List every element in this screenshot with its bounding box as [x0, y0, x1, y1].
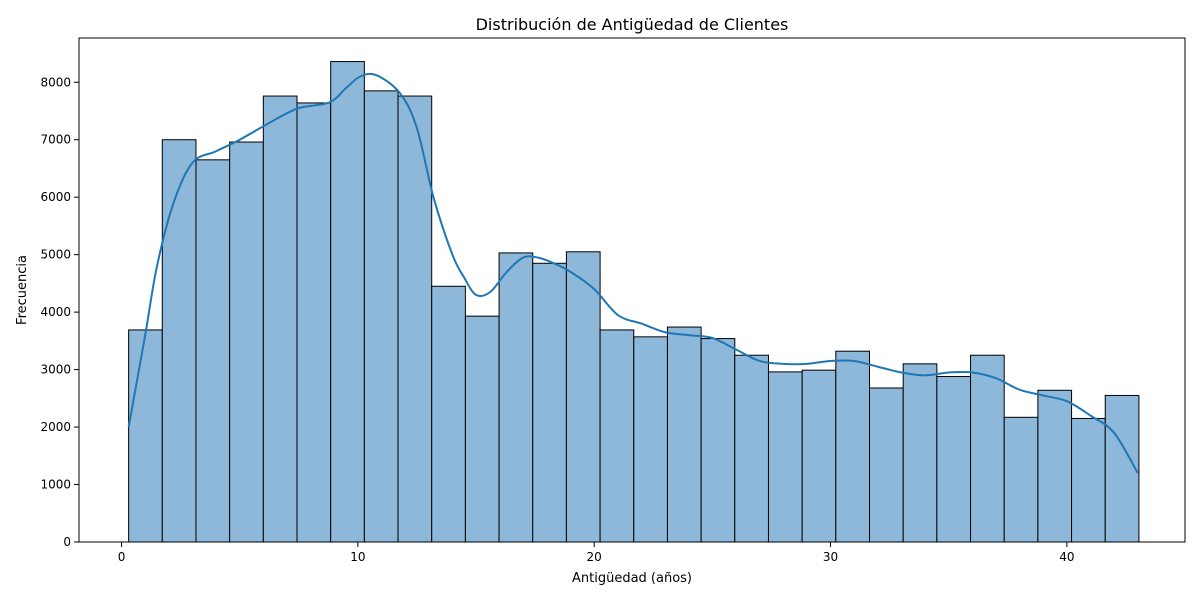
histogram-bar — [734, 354, 769, 543]
histogram-bar — [700, 338, 736, 543]
histogram-bar — [464, 315, 500, 543]
histogram-bar — [128, 329, 163, 543]
x-tick-label: 20 — [587, 550, 602, 564]
histogram-bar — [330, 61, 365, 543]
x-tick-label: 0 — [118, 550, 126, 564]
histogram-bar — [936, 375, 972, 543]
histogram-bar — [229, 141, 264, 543]
y-tick-label: 0 — [63, 535, 71, 549]
histogram-bar — [195, 159, 231, 543]
x-tick-label: 30 — [823, 550, 838, 564]
y-tick-label: 3000 — [40, 363, 71, 377]
histogram-bar — [767, 371, 803, 543]
y-axis-ticks: 0 1000 2000 3000 4000 5000 6000 7000 8000 — [40, 75, 79, 549]
histogram-bar — [666, 326, 702, 543]
y-tick-label: 2000 — [40, 420, 71, 434]
chart-title: Distribución de Antigüedad de Clientes — [476, 15, 789, 34]
histogram-bar — [161, 139, 197, 543]
y-tick-label: 8000 — [40, 75, 71, 89]
histogram-bar — [1003, 416, 1039, 543]
plot-frame — [78, 37, 1186, 543]
histogram-bar — [835, 350, 871, 543]
y-tick-label: 4000 — [40, 305, 71, 319]
y-tick-label: 7000 — [40, 133, 71, 147]
histogram-bar — [262, 95, 298, 543]
histogram-bar — [532, 262, 567, 543]
histogram-bar — [296, 102, 332, 543]
kde-line — [127, 72, 1139, 474]
histogram-bars — [128, 61, 1140, 543]
histogram-bar — [869, 387, 904, 543]
y-tick-label: 1000 — [40, 478, 71, 492]
x-tick-label: 10 — [350, 550, 365, 564]
y-tick-label: 5000 — [40, 248, 71, 262]
histogram-bar — [599, 329, 635, 543]
histogram-bar — [498, 252, 534, 543]
histogram-bar — [970, 354, 1005, 543]
histogram-bar — [1104, 394, 1140, 543]
histogram-bar — [801, 369, 837, 543]
y-tick-label: 6000 — [40, 190, 71, 204]
histogram-bar — [565, 251, 601, 543]
histogram-bar — [431, 285, 466, 543]
histogram-bar — [363, 90, 399, 543]
x-axis-ticks: 0 10 20 30 40 — [118, 542, 1074, 564]
histogram-bar — [397, 95, 433, 543]
histogram-bar — [1071, 417, 1106, 543]
x-tick-label: 40 — [1059, 550, 1074, 564]
x-axis-label: Antigüedad (años) — [572, 571, 692, 586]
y-axis-label: Frecuencia — [15, 255, 30, 325]
histogram-bar — [633, 336, 668, 543]
histogram-bar — [1037, 389, 1073, 543]
histogram-bar — [902, 363, 938, 543]
